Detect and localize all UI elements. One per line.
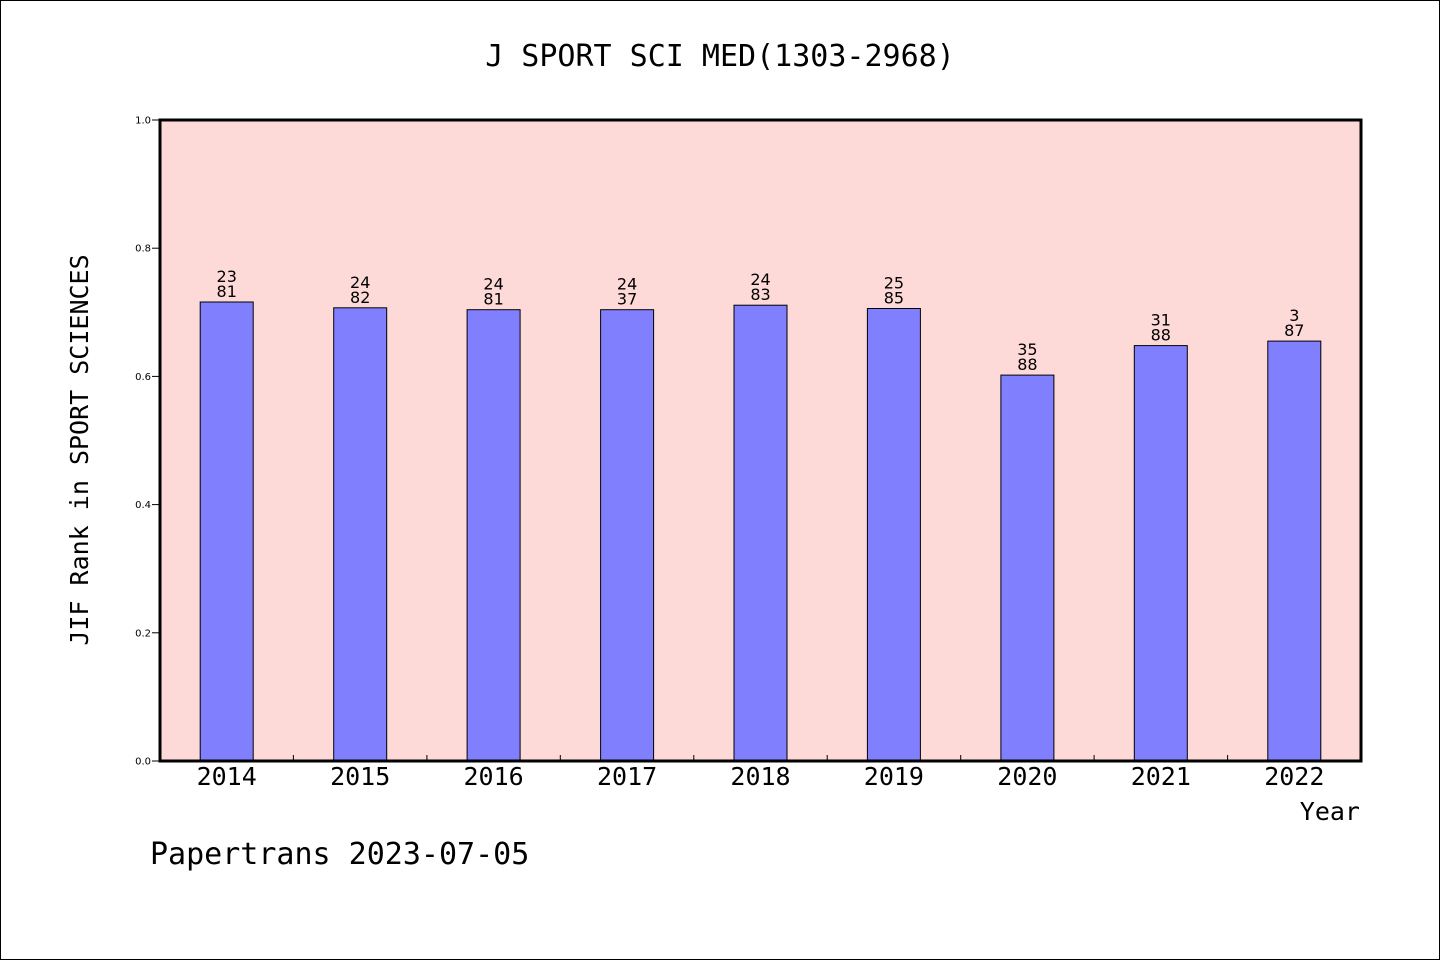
x-tick-label-2021: 2021 <box>1131 762 1191 791</box>
bar-label-total-2017: 37 <box>617 290 637 309</box>
bar-2018 <box>733 304 788 762</box>
bar-2021 <box>1133 345 1188 762</box>
x-tick-label-2016: 2016 <box>463 762 523 791</box>
bar-label-total-2015: 82 <box>350 288 370 307</box>
x-tick-label-2015: 2015 <box>330 762 390 791</box>
bar-2020 <box>1000 374 1055 762</box>
bar-2015 <box>333 307 388 762</box>
y-tick-label: 1.0 <box>135 116 151 127</box>
y-axis-ticks: 0.0 0.2 0.4 0.6 0.8 1.0 <box>135 116 160 768</box>
bar-2019 <box>866 308 921 762</box>
footer-credit: Papertrans 2023-07-05 <box>150 837 529 872</box>
y-tick-label: 0.4 <box>135 500 151 511</box>
x-tick-label-2018: 2018 <box>730 762 790 791</box>
y-tick-label: 0.0 <box>135 757 151 768</box>
bar-label-rank-2021: 31 <box>1151 311 1171 330</box>
bar-label-rank-2017: 24 <box>617 275 637 294</box>
bar-label-rank-2022: 3 <box>1289 306 1299 325</box>
x-axis-label: Year <box>1300 797 1360 826</box>
bar-label-total-2016: 81 <box>483 290 503 309</box>
y-tick-label: 0.8 <box>135 244 151 255</box>
y-axis-label: JIF Rank in SPORT SCIENCES <box>65 254 94 645</box>
x-tick-label-2022: 2022 <box>1264 762 1324 791</box>
bar-label-total-2014: 81 <box>217 282 237 301</box>
bar-label-rank-2019: 25 <box>884 274 904 293</box>
bar-label-rank-2015: 24 <box>350 273 370 292</box>
plot-border <box>158 118 1363 763</box>
chart-title: J SPORT SCI MED(1303-2968) <box>485 39 955 74</box>
x-tick-label-2017: 2017 <box>597 762 657 791</box>
bar-label-rank-2014: 23 <box>217 267 237 286</box>
bar-2016 <box>466 309 521 762</box>
bars-layer <box>199 301 1322 762</box>
x-tick-label-2019: 2019 <box>864 762 924 791</box>
y-tick-label: 0.2 <box>135 628 151 639</box>
bar-2014 <box>199 301 254 762</box>
bar-2022 <box>1267 340 1322 762</box>
x-tick-label-2014: 2014 <box>197 762 257 791</box>
bar-label-total-2022: 87 <box>1284 321 1304 340</box>
bar-label-total-2019: 85 <box>884 289 904 308</box>
bar-2017 <box>600 309 655 762</box>
x-axis-ticks: 2014 2015 2016 2017 2018 2019 2020 2021 2022 <box>197 755 1324 791</box>
bar-label-rank-2020: 35 <box>1017 340 1037 359</box>
y-tick-label: 0.6 <box>135 372 151 383</box>
bar-label-total-2021: 88 <box>1151 326 1171 345</box>
bar-label-total-2018: 83 <box>750 285 770 304</box>
bar-label-rank-2016: 24 <box>483 275 503 294</box>
bar-label-rank-2018: 24 <box>750 270 770 289</box>
x-tick-label-2020: 2020 <box>997 762 1057 791</box>
bar-label-total-2020: 88 <box>1017 355 1037 374</box>
